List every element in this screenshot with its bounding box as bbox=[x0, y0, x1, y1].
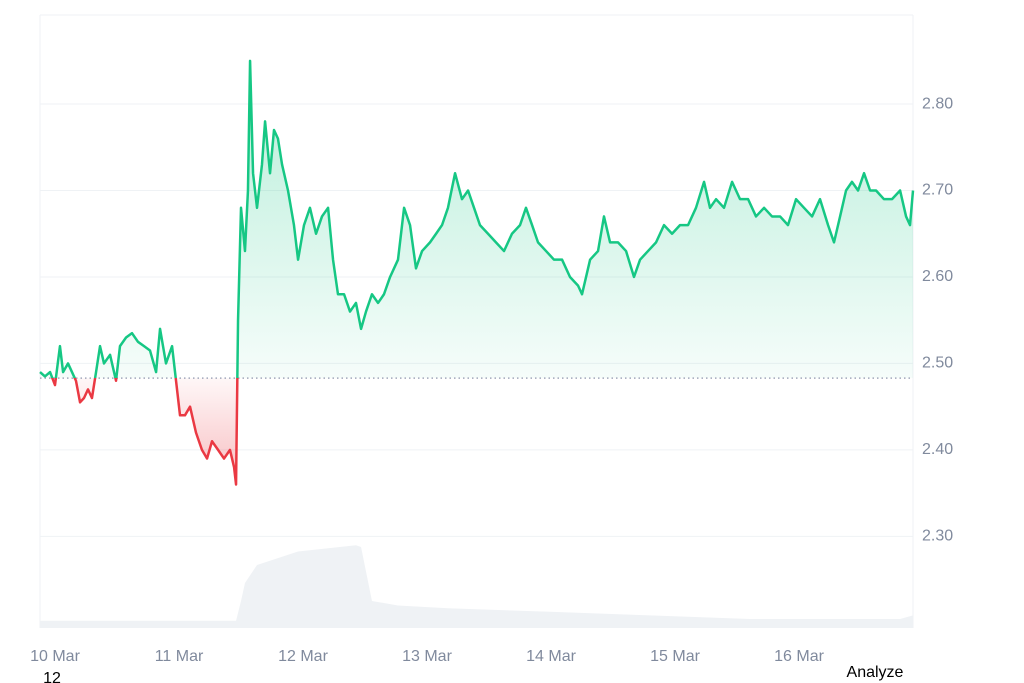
x-tick-label: 16 Mar bbox=[774, 648, 824, 665]
plot bbox=[39, 59, 915, 486]
price-line bbox=[39, 59, 915, 486]
x-tick-label: 15 Mar bbox=[650, 648, 700, 665]
footer-number: 12 bbox=[43, 670, 61, 683]
x-tick-label: 11 Mar bbox=[155, 648, 204, 665]
y-tick-label: 2.40 bbox=[922, 441, 953, 458]
area-fill bbox=[40, 60, 913, 485]
y-tick-label: 2.60 bbox=[922, 268, 953, 285]
volume bbox=[40, 545, 913, 628]
x-tick-label: 13 Mar bbox=[402, 648, 452, 665]
volume-area bbox=[40, 545, 913, 628]
x-tick-label: 10 Mar bbox=[30, 648, 80, 665]
y-tick-label: 2.80 bbox=[922, 95, 953, 112]
y-tick-label: 2.50 bbox=[922, 355, 953, 372]
x-tick-label: 12 Mar bbox=[278, 648, 328, 665]
x-tick-label: 14 Mar bbox=[526, 648, 576, 665]
y-tick-label: 2.70 bbox=[922, 182, 953, 199]
axes: 2.30 2.40 2.50 2.60 2.70 2.80 10 Mar 11 Mar 12 M… bbox=[30, 95, 953, 665]
y-tick-label: 2.30 bbox=[922, 528, 953, 545]
analyze-button[interactable]: Analyze bbox=[847, 664, 904, 681]
